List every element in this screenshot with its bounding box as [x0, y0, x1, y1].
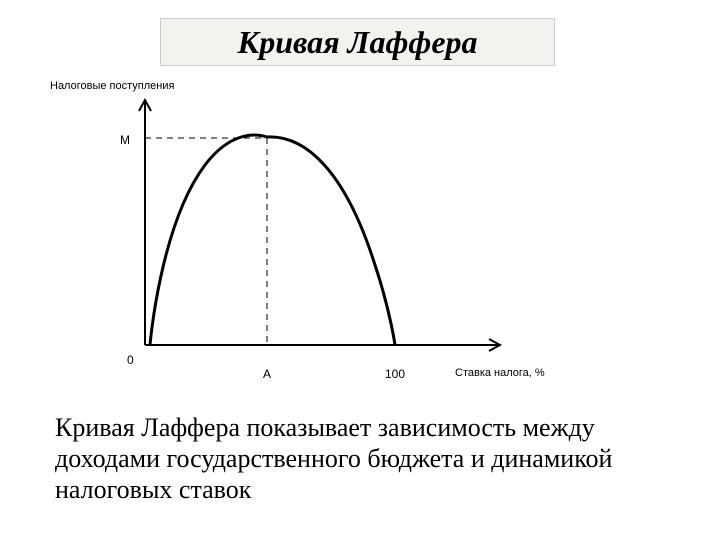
laffer-curve: [150, 135, 395, 345]
page-title: Кривая Лаффера: [237, 24, 477, 61]
m-tick-label: M: [120, 133, 130, 147]
description-text: Кривая Лаффера показывает зависимость ме…: [55, 412, 675, 506]
title-box: Кривая Лаффера: [160, 18, 555, 66]
laffer-chart: Налоговые поступления M 0 A 100 Ставка н…: [45, 75, 605, 385]
hundred-label: 100: [385, 367, 405, 381]
origin-label: 0: [127, 353, 134, 367]
x-axis-label: Ставка налога, %: [455, 367, 545, 379]
y-axis-label: Налоговые поступления: [50, 80, 174, 93]
a-tick-label: A: [263, 367, 271, 381]
chart-svg: [45, 75, 605, 385]
